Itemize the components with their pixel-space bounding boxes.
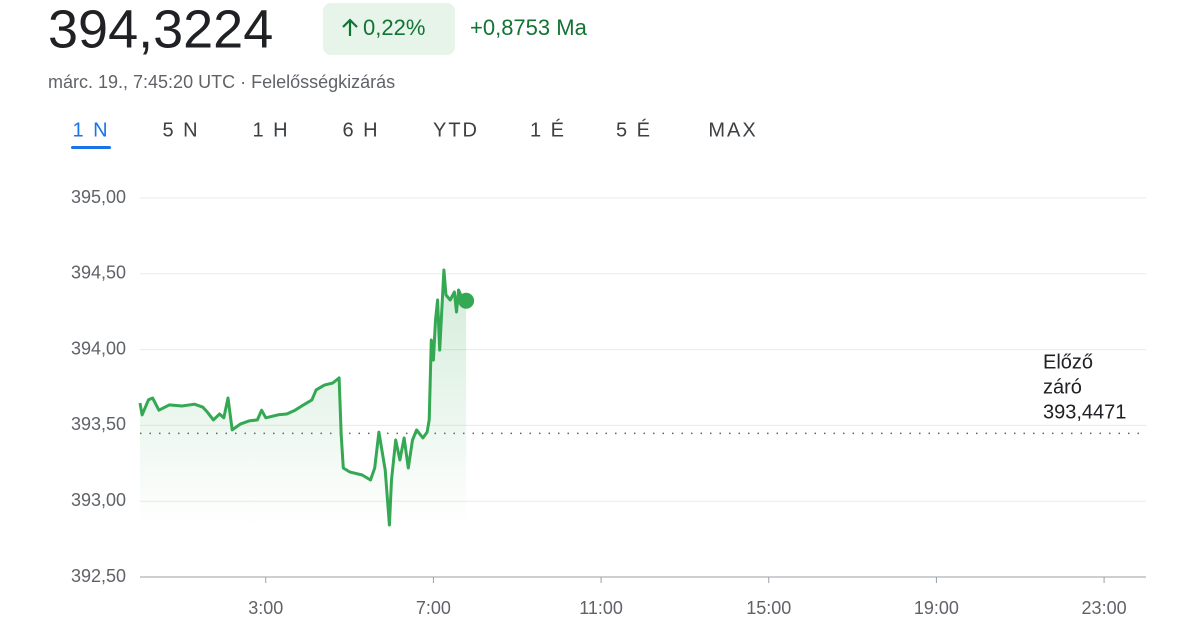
y-tick-label: 394,50 xyxy=(71,263,126,283)
reference-label: záró xyxy=(1043,376,1082,398)
x-tick-label: 19:00 xyxy=(914,598,959,618)
range-tab[interactable]: 1 H xyxy=(252,119,289,141)
range-tab[interactable]: 1 N xyxy=(72,119,109,141)
up-arrow-icon xyxy=(342,18,358,36)
y-tick-label: 393,50 xyxy=(71,414,126,434)
range-tabs: 1 N 5 N 1 H 6 H YTD 1 É 5 É MAX xyxy=(71,118,757,149)
range-tab[interactable]: 5 N xyxy=(162,119,199,141)
last-point xyxy=(458,292,475,309)
change-badge xyxy=(323,3,455,55)
range-tab[interactable]: 1 É xyxy=(530,118,566,141)
y-tick-label: 392,50 xyxy=(71,566,126,586)
reference-value: 393,4471 xyxy=(1043,401,1126,423)
range-tab[interactable]: 6 H xyxy=(342,119,379,141)
chart: 392,50 393,00 393,50 394,00 394,50 395,00 3:00… xyxy=(71,187,1146,618)
range-tab[interactable]: YTD xyxy=(433,119,479,141)
tab-indicator xyxy=(71,146,111,149)
y-tick-label: 393,00 xyxy=(71,490,126,510)
y-tick-label: 395,00 xyxy=(71,187,126,207)
y-tick-label: 394,00 xyxy=(71,338,126,358)
range-tab[interactable]: MAX xyxy=(708,119,757,141)
change-absolute: +0,8753 Ma xyxy=(470,15,588,40)
x-tick-label: 15:00 xyxy=(746,598,791,618)
reference-label: Előző xyxy=(1043,351,1093,373)
price: 394,3224 xyxy=(48,0,273,59)
x-tick-label: 23:00 xyxy=(1082,598,1127,618)
line xyxy=(138,268,467,527)
timestamp: márc. 19., 7:45:20 UTC · Felelősségkizár… xyxy=(48,72,395,92)
x-tick-label: 11:00 xyxy=(579,598,623,618)
change-percent: 0,22% xyxy=(363,15,425,40)
x-tick-label: 3:00 xyxy=(248,598,283,618)
area xyxy=(140,270,467,527)
range-tab[interactable]: 5 É xyxy=(616,118,652,141)
x-tick-label: 7:00 xyxy=(416,598,451,618)
